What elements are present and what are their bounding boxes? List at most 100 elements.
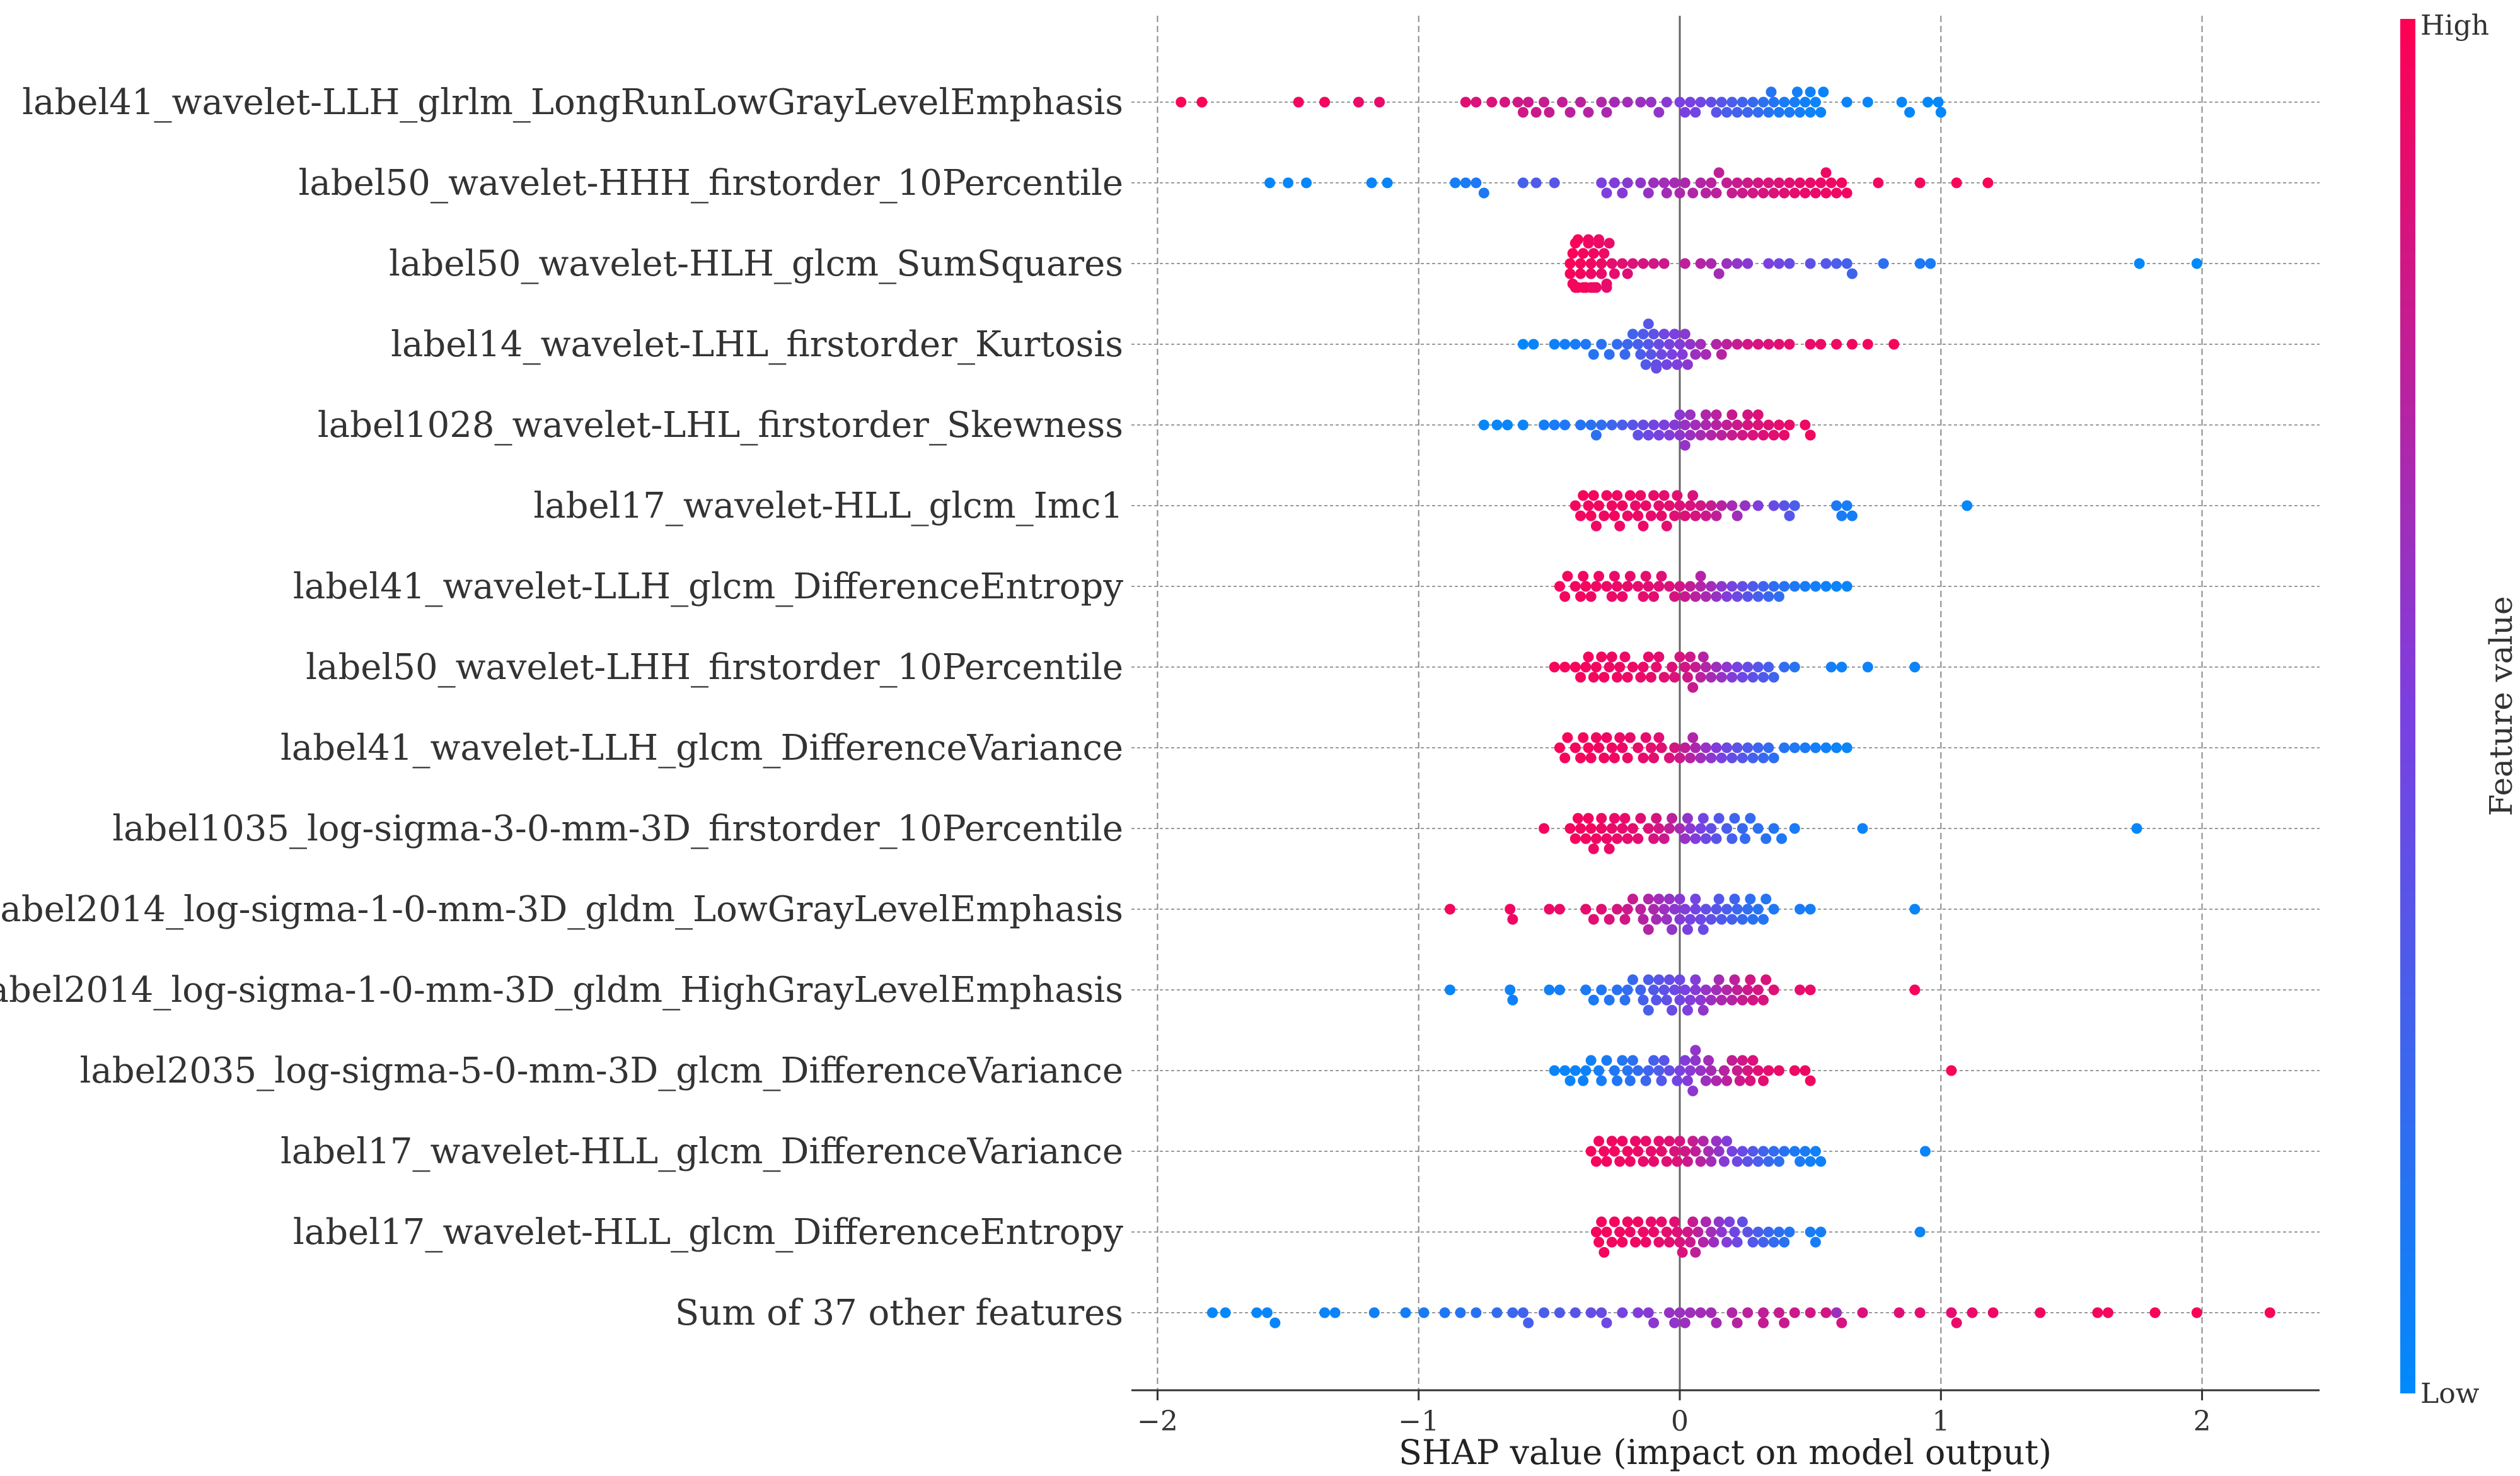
shap-point [1695, 258, 1706, 269]
shap-point [1460, 177, 1471, 189]
shap-point [1658, 177, 1670, 189]
shap-point [1478, 419, 1489, 431]
shap-point [1679, 510, 1691, 521]
shap-point [1612, 904, 1623, 915]
shap-point [1648, 904, 1660, 915]
shap-point [1768, 1236, 1779, 1248]
shap-point [1784, 107, 1795, 118]
shap-point [1656, 1075, 1667, 1086]
shap-point [1706, 1307, 1717, 1318]
shap-point [1726, 1307, 1738, 1318]
shap-point [1567, 248, 1578, 259]
shap-point [1674, 187, 1685, 199]
shap-point [1596, 823, 1607, 834]
shap-point [1805, 429, 1816, 441]
shap-point [1846, 268, 1858, 279]
shap-point [1366, 177, 1377, 189]
shap-point [1784, 510, 1795, 521]
shap-point [1517, 177, 1529, 189]
shap-point [1638, 1226, 1649, 1238]
shap-point [1831, 187, 1842, 199]
shap-point [1656, 1216, 1667, 1228]
shap-point [1685, 823, 1696, 834]
shap-point [1596, 651, 1607, 663]
shap-point [1220, 1307, 1231, 1318]
shap-point [1460, 96, 1471, 108]
shap-point [1831, 1307, 1842, 1318]
shap-point [1293, 96, 1304, 108]
shap-point [1737, 1055, 1748, 1066]
shap-point [1624, 490, 1636, 501]
shap-point [1601, 833, 1612, 844]
shap-point [1687, 187, 1699, 199]
shap-point [1633, 1146, 1644, 1157]
shap-point [1731, 904, 1743, 915]
shap-point [1630, 1136, 1641, 1147]
shap-point [1585, 591, 1597, 602]
shap-point [1667, 349, 1678, 360]
shap-point [1640, 1136, 1651, 1147]
shap-point [1805, 86, 1816, 98]
shap-point [1706, 500, 1717, 511]
shap-point [1810, 1236, 1821, 1248]
shap-point [1578, 490, 1589, 501]
shap-point [1593, 1136, 1605, 1147]
shap-point [1731, 1236, 1743, 1248]
shap-point [1690, 1055, 1701, 1066]
shap-point [1672, 1075, 1683, 1086]
shap-point [1471, 96, 1482, 108]
shap-point [1721, 984, 1733, 996]
shap-point [1517, 419, 1529, 431]
shap-point [1800, 419, 1811, 431]
shap-point [1690, 1246, 1701, 1258]
shap-point [1606, 258, 1617, 269]
shap-point [1779, 187, 1790, 199]
shap-point [1630, 1236, 1641, 1248]
shap-point [1624, 1156, 1636, 1167]
shap-point [1648, 490, 1660, 501]
shap-point [1672, 1226, 1683, 1238]
shap-point [1645, 349, 1656, 360]
shap-point [1768, 1146, 1779, 1157]
feature-row-lines [1131, 102, 2320, 1313]
shap-point [1841, 742, 1852, 753]
shap-point [1606, 742, 1617, 753]
x-axis: −2 −1 0 1 2 SHAP value (impact on model outp… [1131, 1389, 2320, 1472]
shap-point [1773, 1156, 1784, 1167]
shap-point [1716, 752, 1727, 764]
shap-point [1773, 339, 1784, 350]
shap-point [1674, 96, 1685, 108]
shap-point [1763, 1065, 1774, 1076]
shap-point [1612, 1075, 1623, 1086]
shap-point [1627, 258, 1638, 269]
shap-point [1815, 1156, 1827, 1167]
shap-point [1176, 96, 1187, 108]
shap-point [1661, 914, 1672, 925]
shap-point [1800, 96, 1811, 108]
shap-point [1758, 1146, 1769, 1157]
feature-label: label14_wavelet-LHL_firstorder_Kurtosis [391, 324, 1123, 365]
shap-point [1658, 258, 1670, 269]
shap-point [1805, 1226, 1816, 1238]
shap-point [1831, 581, 1842, 592]
shap-point [1627, 328, 1638, 340]
shap-point [1593, 1065, 1605, 1076]
feature-label: label50_wavelet-LHH_firstorder_10Percent… [306, 647, 1123, 688]
shap-point [1502, 419, 1513, 431]
shap-point [1758, 187, 1769, 199]
shap-point [1627, 974, 1638, 985]
shap-point [1706, 752, 1717, 764]
shap-point [1606, 591, 1617, 602]
shap-point [1585, 1307, 1597, 1318]
shap-point [1789, 661, 1800, 673]
shap-point [1747, 994, 1759, 1006]
shap-point [1596, 984, 1607, 996]
shap-point [1569, 500, 1581, 511]
shap-point [1627, 419, 1638, 431]
shap-point [1578, 1075, 1589, 1086]
shap-point [1569, 339, 1581, 350]
shap-point [1820, 187, 1832, 199]
shap-point [1700, 419, 1711, 431]
shap-point [1653, 974, 1665, 985]
shap-point [1572, 813, 1583, 824]
